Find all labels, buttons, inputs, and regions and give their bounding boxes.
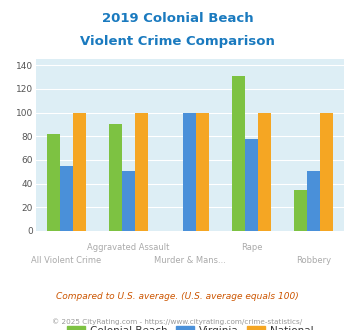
Bar	[60, 166, 73, 231]
Text: Robbery: Robbery	[296, 256, 331, 265]
Bar	[47, 134, 60, 231]
Bar	[258, 113, 271, 231]
Text: Violent Crime Comparison: Violent Crime Comparison	[80, 35, 275, 48]
Bar	[232, 76, 245, 231]
Bar	[135, 113, 148, 231]
Bar	[122, 171, 135, 231]
Text: 2019 Colonial Beach: 2019 Colonial Beach	[102, 12, 253, 24]
Text: All Violent Crime: All Violent Crime	[31, 256, 102, 265]
Text: Compared to U.S. average. (U.S. average equals 100): Compared to U.S. average. (U.S. average …	[56, 292, 299, 301]
Text: Rape: Rape	[241, 244, 262, 252]
Bar	[73, 113, 86, 231]
Text: Murder & Mans...: Murder & Mans...	[154, 256, 226, 265]
Bar	[184, 113, 196, 231]
Bar	[294, 189, 307, 231]
Bar	[307, 171, 320, 231]
Text: Aggravated Assault: Aggravated Assault	[87, 244, 169, 252]
Bar	[109, 124, 122, 231]
Bar	[245, 139, 258, 231]
Bar	[320, 113, 333, 231]
Legend: Colonial Beach, Virginia, National: Colonial Beach, Virginia, National	[62, 322, 317, 330]
Bar	[196, 113, 209, 231]
Text: © 2025 CityRating.com - https://www.cityrating.com/crime-statistics/: © 2025 CityRating.com - https://www.city…	[53, 318, 302, 325]
